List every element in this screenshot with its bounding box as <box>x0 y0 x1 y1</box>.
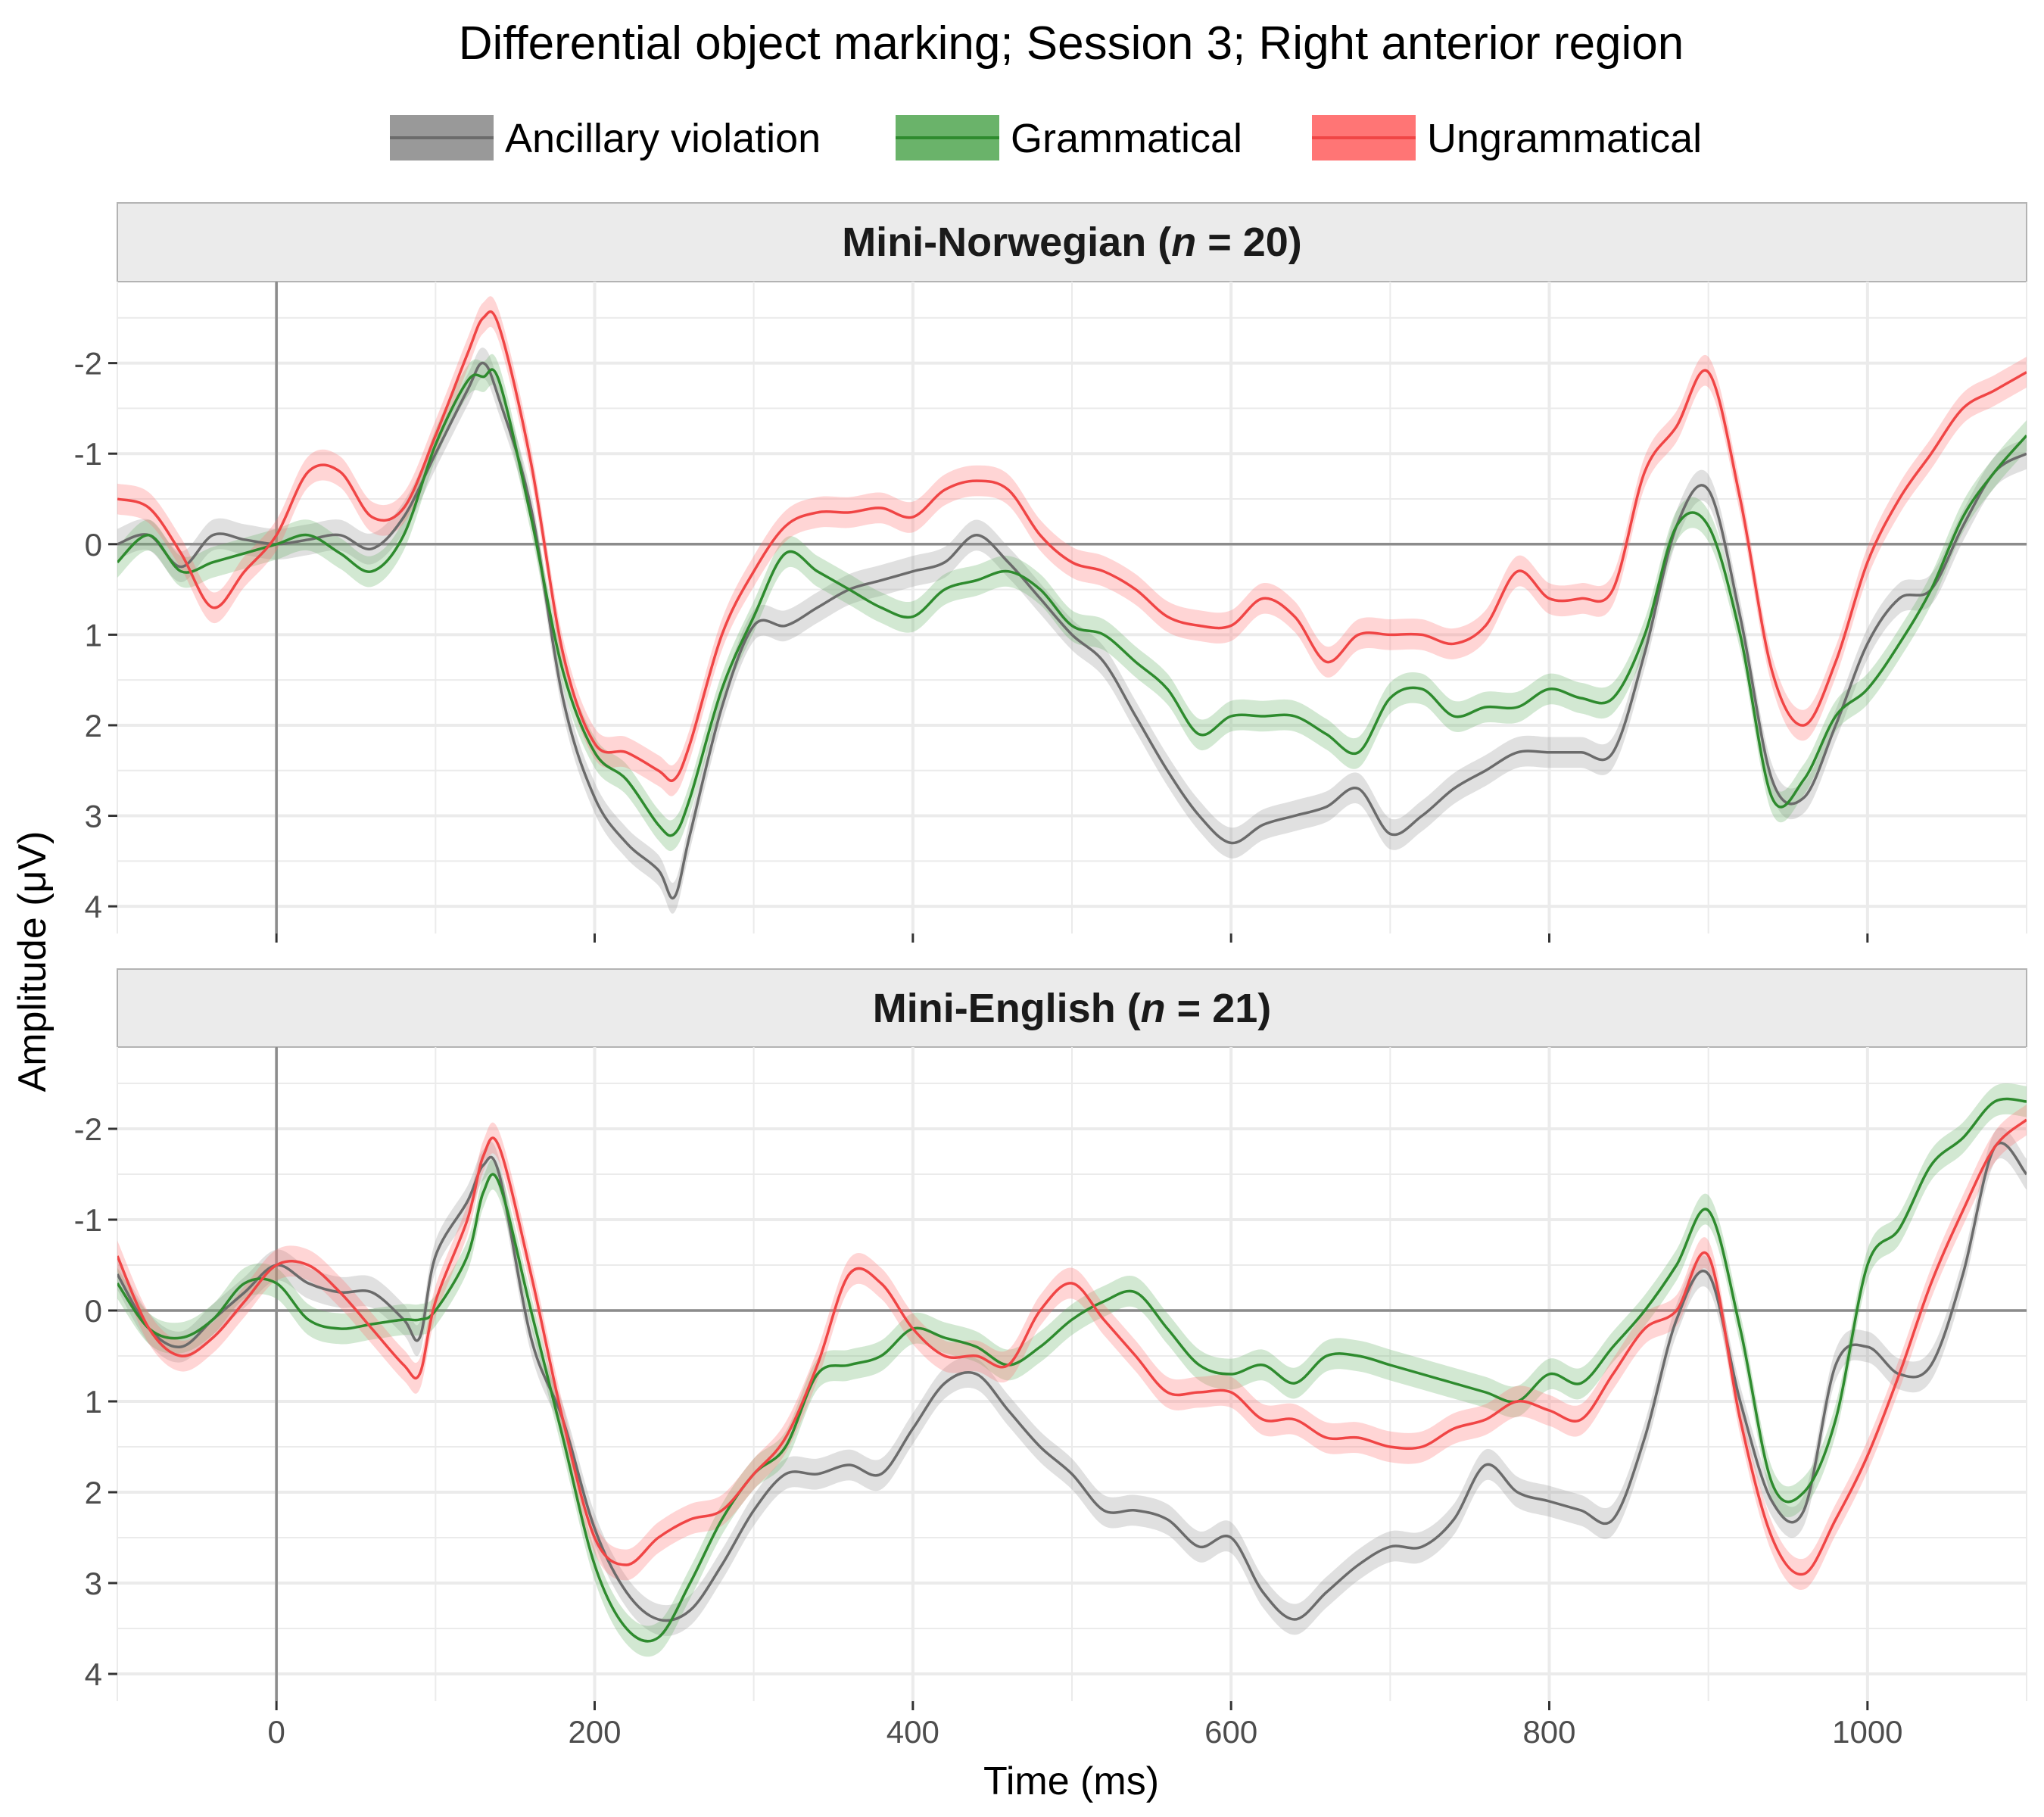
panel-2: Mini-English (n = 21) -2 -1 0 1 2 3 4 <box>74 968 2027 1701</box>
y-tick-label: 4 <box>85 1656 102 1692</box>
y-tick-label: 1 <box>85 1384 102 1420</box>
panel-strip-label: Mini-English (n = 21) <box>873 986 1272 1031</box>
y-tick-label: 3 <box>85 1566 102 1601</box>
series-line-grammatical <box>117 368 2027 837</box>
y-axis-label: Amplitude (μV) <box>11 831 55 1092</box>
series-group <box>117 296 2027 914</box>
series-line-grammatical <box>117 1097 2027 1643</box>
x-axis: 0 200 400 600 800 1000 <box>267 933 1903 1750</box>
y-tick-label: -1 <box>74 1202 102 1238</box>
series-line-ancillary-violation <box>117 361 2027 900</box>
y-tick-label: 2 <box>85 708 102 743</box>
y-axis: -2 -1 0 1 2 3 4 <box>74 1111 117 1692</box>
legend-label: Grammatical <box>1011 116 1242 161</box>
y-tick-label: -2 <box>74 1111 102 1147</box>
x-tick-label: 200 <box>568 1714 621 1750</box>
y-tick-label: 4 <box>85 889 102 924</box>
legend: Ancillary violation Grammatical Ungrammati… <box>390 115 1702 161</box>
series-group <box>117 1083 2027 1657</box>
ribbon-ancillary-violation <box>117 348 2027 914</box>
y-axis: -2 -1 0 1 2 3 4 <box>74 346 117 924</box>
panel-1: Mini-Norwegian (n = 20) -2 -1 0 1 2 3 4 <box>74 202 2027 933</box>
chart-title: Differential object marking; Session 3; … <box>459 17 1684 70</box>
y-tick-label: 1 <box>85 617 102 653</box>
x-axis-label: Time (ms) <box>983 1759 1159 1803</box>
y-tick-label: -1 <box>74 436 102 472</box>
x-tick-label: 400 <box>886 1714 939 1750</box>
x-tick-label: 800 <box>1522 1714 1575 1750</box>
x-tick-label: 1000 <box>1832 1714 1902 1750</box>
y-tick-label: 2 <box>85 1475 102 1510</box>
panel-strip <box>117 202 2027 282</box>
strip-eq: = 20) <box>1196 220 1302 265</box>
legend-item: Ancillary violation <box>390 115 821 161</box>
y-tick-label: 0 <box>85 527 102 563</box>
legend-label: Ungrammatical <box>1427 116 1702 161</box>
panel-strip-label: Mini-Norwegian (n = 20) <box>842 220 1302 265</box>
strip-name: Mini-English ( <box>873 986 1141 1031</box>
x-tick-label: 600 <box>1204 1714 1257 1750</box>
strip-n: n <box>1141 986 1166 1031</box>
ribbon-ancillary-violation <box>117 1127 2027 1636</box>
strip-name: Mini-Norwegian ( <box>842 220 1171 265</box>
strip-n: n <box>1171 220 1196 265</box>
legend-item: Grammatical <box>896 115 1242 161</box>
series-line-ungrammatical <box>117 310 2027 782</box>
legend-label: Ancillary violation <box>505 116 821 161</box>
x-tick-label: 0 <box>267 1714 285 1750</box>
panel-strip <box>117 968 2027 1048</box>
series-line-ancillary-violation <box>117 1141 2027 1622</box>
y-tick-label: 0 <box>85 1293 102 1329</box>
strip-eq: = 21) <box>1166 986 1272 1031</box>
panels: Mini-Norwegian (n = 20)-2-101234Mini-Eng… <box>74 202 2027 1701</box>
y-tick-label: 3 <box>85 799 102 834</box>
series-line-ungrammatical <box>117 1118 2027 1576</box>
y-tick-label: -2 <box>74 346 102 382</box>
legend-item: Ungrammatical <box>1312 115 1702 161</box>
